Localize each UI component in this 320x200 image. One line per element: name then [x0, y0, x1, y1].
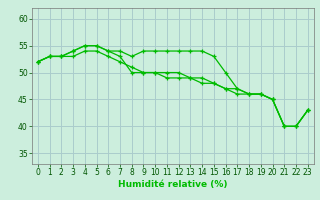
X-axis label: Humidité relative (%): Humidité relative (%) — [118, 180, 228, 189]
